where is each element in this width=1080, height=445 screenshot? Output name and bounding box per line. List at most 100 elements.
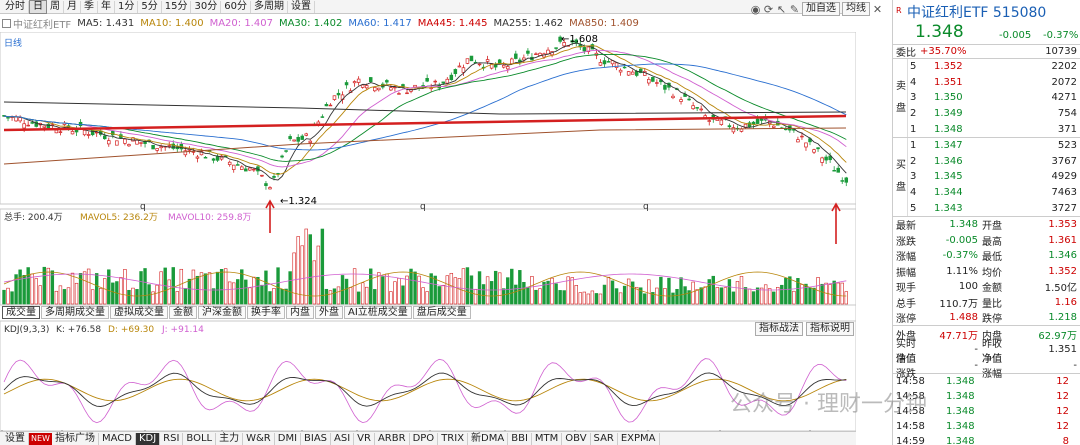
period-tab-3[interactable]: 月 <box>64 0 81 13</box>
volume-tab-8[interactable]: AI立桩成交量 <box>344 305 412 319</box>
bid-row[interactable]: 5 1.343 3727 <box>907 200 1080 216</box>
indicator-tab-9[interactable]: DMI <box>275 432 302 445</box>
indicator-tab-21[interactable]: EXPMA <box>618 432 660 445</box>
candle-body <box>651 77 655 82</box>
cursor-icon[interactable]: ↖ <box>776 2 787 16</box>
volume-tab-4[interactable]: 沪深金额 <box>198 305 246 319</box>
indicator-tab-19[interactable]: OBV <box>562 432 591 445</box>
trade-time: 14:58 <box>896 420 925 432</box>
volume-tab-6[interactable]: 内盘 <box>286 305 314 319</box>
ask-row[interactable]: 1 1.348 371 <box>907 121 1080 137</box>
candle-body <box>171 143 176 149</box>
bid-row[interactable]: 3 1.345 4929 <box>907 169 1080 185</box>
volume-tab-9[interactable]: 盘后成交量 <box>412 305 471 319</box>
kdj-buttons: 指标战法 指标说明 <box>755 322 854 336</box>
volume-bar <box>421 287 425 305</box>
candle-body <box>699 108 703 111</box>
volume-tab-3[interactable]: 金额 <box>169 305 197 319</box>
kdj-button-1[interactable]: 指标说明 <box>806 322 854 336</box>
ma-settings-button[interactable]: 均线 <box>842 2 870 16</box>
volume-tab-7[interactable]: 外盘 <box>315 305 343 319</box>
volume-bar <box>276 267 280 305</box>
period-tab-12[interactable]: 设置 <box>288 0 315 13</box>
indicator-tab-5[interactable]: RSI <box>160 432 184 445</box>
eye-icon[interactable]: ◉ <box>750 2 761 16</box>
indicator-tab-15[interactable]: TRIX <box>438 432 469 445</box>
volume-tab-2[interactable]: 虚拟成交量 <box>110 305 168 319</box>
period-tab-6[interactable]: 1分 <box>115 0 139 13</box>
ask-row[interactable]: 2 1.349 754 <box>907 105 1080 122</box>
indicator-tab-2[interactable]: 指标广场 <box>52 432 99 445</box>
sync-icon[interactable]: ⟳ <box>763 2 774 16</box>
indicator-tab-11[interactable]: ASI <box>331 432 355 445</box>
indicator-tab-13[interactable]: ARBR <box>375 432 410 445</box>
volume-bar <box>344 278 349 305</box>
bid-row[interactable]: 4 1.344 7463 <box>907 184 1080 201</box>
volume-bar <box>103 278 107 305</box>
volume-tab-0[interactable]: 成交量 <box>2 305 40 319</box>
indicator-tab-8[interactable]: W&R <box>243 432 275 445</box>
period-tab-10[interactable]: 60分 <box>221 0 251 13</box>
candle-body <box>578 44 583 48</box>
stat-value: 47.71万 <box>939 330 978 342</box>
volume-bar <box>522 281 526 305</box>
indicator-tab-17[interactable]: BBI <box>508 432 532 445</box>
volume-bar <box>6 287 10 305</box>
ask-row[interactable]: 4 1.351 2072 <box>907 74 1080 91</box>
stat-value: -0.005 <box>945 234 978 246</box>
indicator-tab-3[interactable]: MACD <box>99 432 136 445</box>
candle-body <box>602 60 607 65</box>
ask-row[interactable]: 3 1.350 4271 <box>907 90 1080 106</box>
period-tab-7[interactable]: 5分 <box>138 0 162 13</box>
period-tab-9[interactable]: 30分 <box>191 0 222 13</box>
period-tab-11[interactable]: 多周期 <box>251 0 288 13</box>
kdj-button-0[interactable]: 指标战法 <box>755 322 803 336</box>
period-tab-5[interactable]: 年 <box>98 0 115 13</box>
volume-tab-5[interactable]: 换手率 <box>247 305 285 319</box>
bid-row[interactable]: 2 1.346 3767 <box>907 153 1080 170</box>
indicator-tab-0[interactable]: 设置 <box>2 432 29 445</box>
period-tab-1[interactable]: 日 <box>29 0 47 14</box>
candle-body <box>618 69 623 73</box>
pen-icon[interactable]: ✎ <box>789 2 800 16</box>
period-tab-4[interactable]: 季 <box>81 0 98 13</box>
indicator-tab-1[interactable]: NEW <box>29 432 52 445</box>
period-tab-8[interactable]: 15分 <box>162 0 192 13</box>
candle-body <box>836 167 840 173</box>
indicator-tab-7[interactable]: 主力 <box>216 432 244 445</box>
volume-bar <box>707 279 711 305</box>
trade-size: 12 <box>1056 375 1069 387</box>
period-tab-0[interactable]: 分时 <box>2 0 29 13</box>
volume-bar <box>550 277 554 305</box>
volume-bar <box>389 291 393 305</box>
indicator-tab-6[interactable]: BOLL <box>183 432 217 445</box>
period-tab-2[interactable]: 周 <box>47 0 64 13</box>
indicator-tab-4[interactable]: KDJ <box>135 432 161 445</box>
stat-value: 1.488 <box>949 312 978 324</box>
indicator-tab-14[interactable]: DPO <box>410 432 439 445</box>
volume-bar <box>26 267 30 305</box>
volume-bar <box>413 271 417 305</box>
indicator-tab-20[interactable]: SAR <box>591 432 618 445</box>
ask-level: 3 <box>910 92 917 104</box>
candle-body <box>151 144 155 150</box>
stat-label: 跌停 <box>982 314 1002 326</box>
volume-bar <box>643 293 647 305</box>
indicator-tab-16[interactable]: 新DMA <box>468 432 509 445</box>
indicator-tab-10[interactable]: BIAS <box>301 432 332 445</box>
close-icon[interactable]: ✕ <box>872 2 883 16</box>
add-watchlist-button[interactable]: 加自选 <box>802 2 840 16</box>
candle-body <box>385 80 389 83</box>
candle-body <box>211 158 216 161</box>
indicator-tab-12[interactable]: VR <box>354 432 375 445</box>
volume-bar <box>381 276 385 305</box>
candle-body <box>393 86 397 89</box>
ask-level: 1 <box>910 123 917 135</box>
candle-body <box>377 87 381 91</box>
indicator-tab-18[interactable]: MTM <box>532 432 563 445</box>
ask-row[interactable]: 5 1.352 2202 <box>907 59 1080 75</box>
grid-icon[interactable] <box>2 18 11 28</box>
volume-tab-1[interactable]: 多周期成交量 <box>41 305 109 319</box>
bid-row[interactable]: 1 1.347 523 <box>907 137 1080 154</box>
